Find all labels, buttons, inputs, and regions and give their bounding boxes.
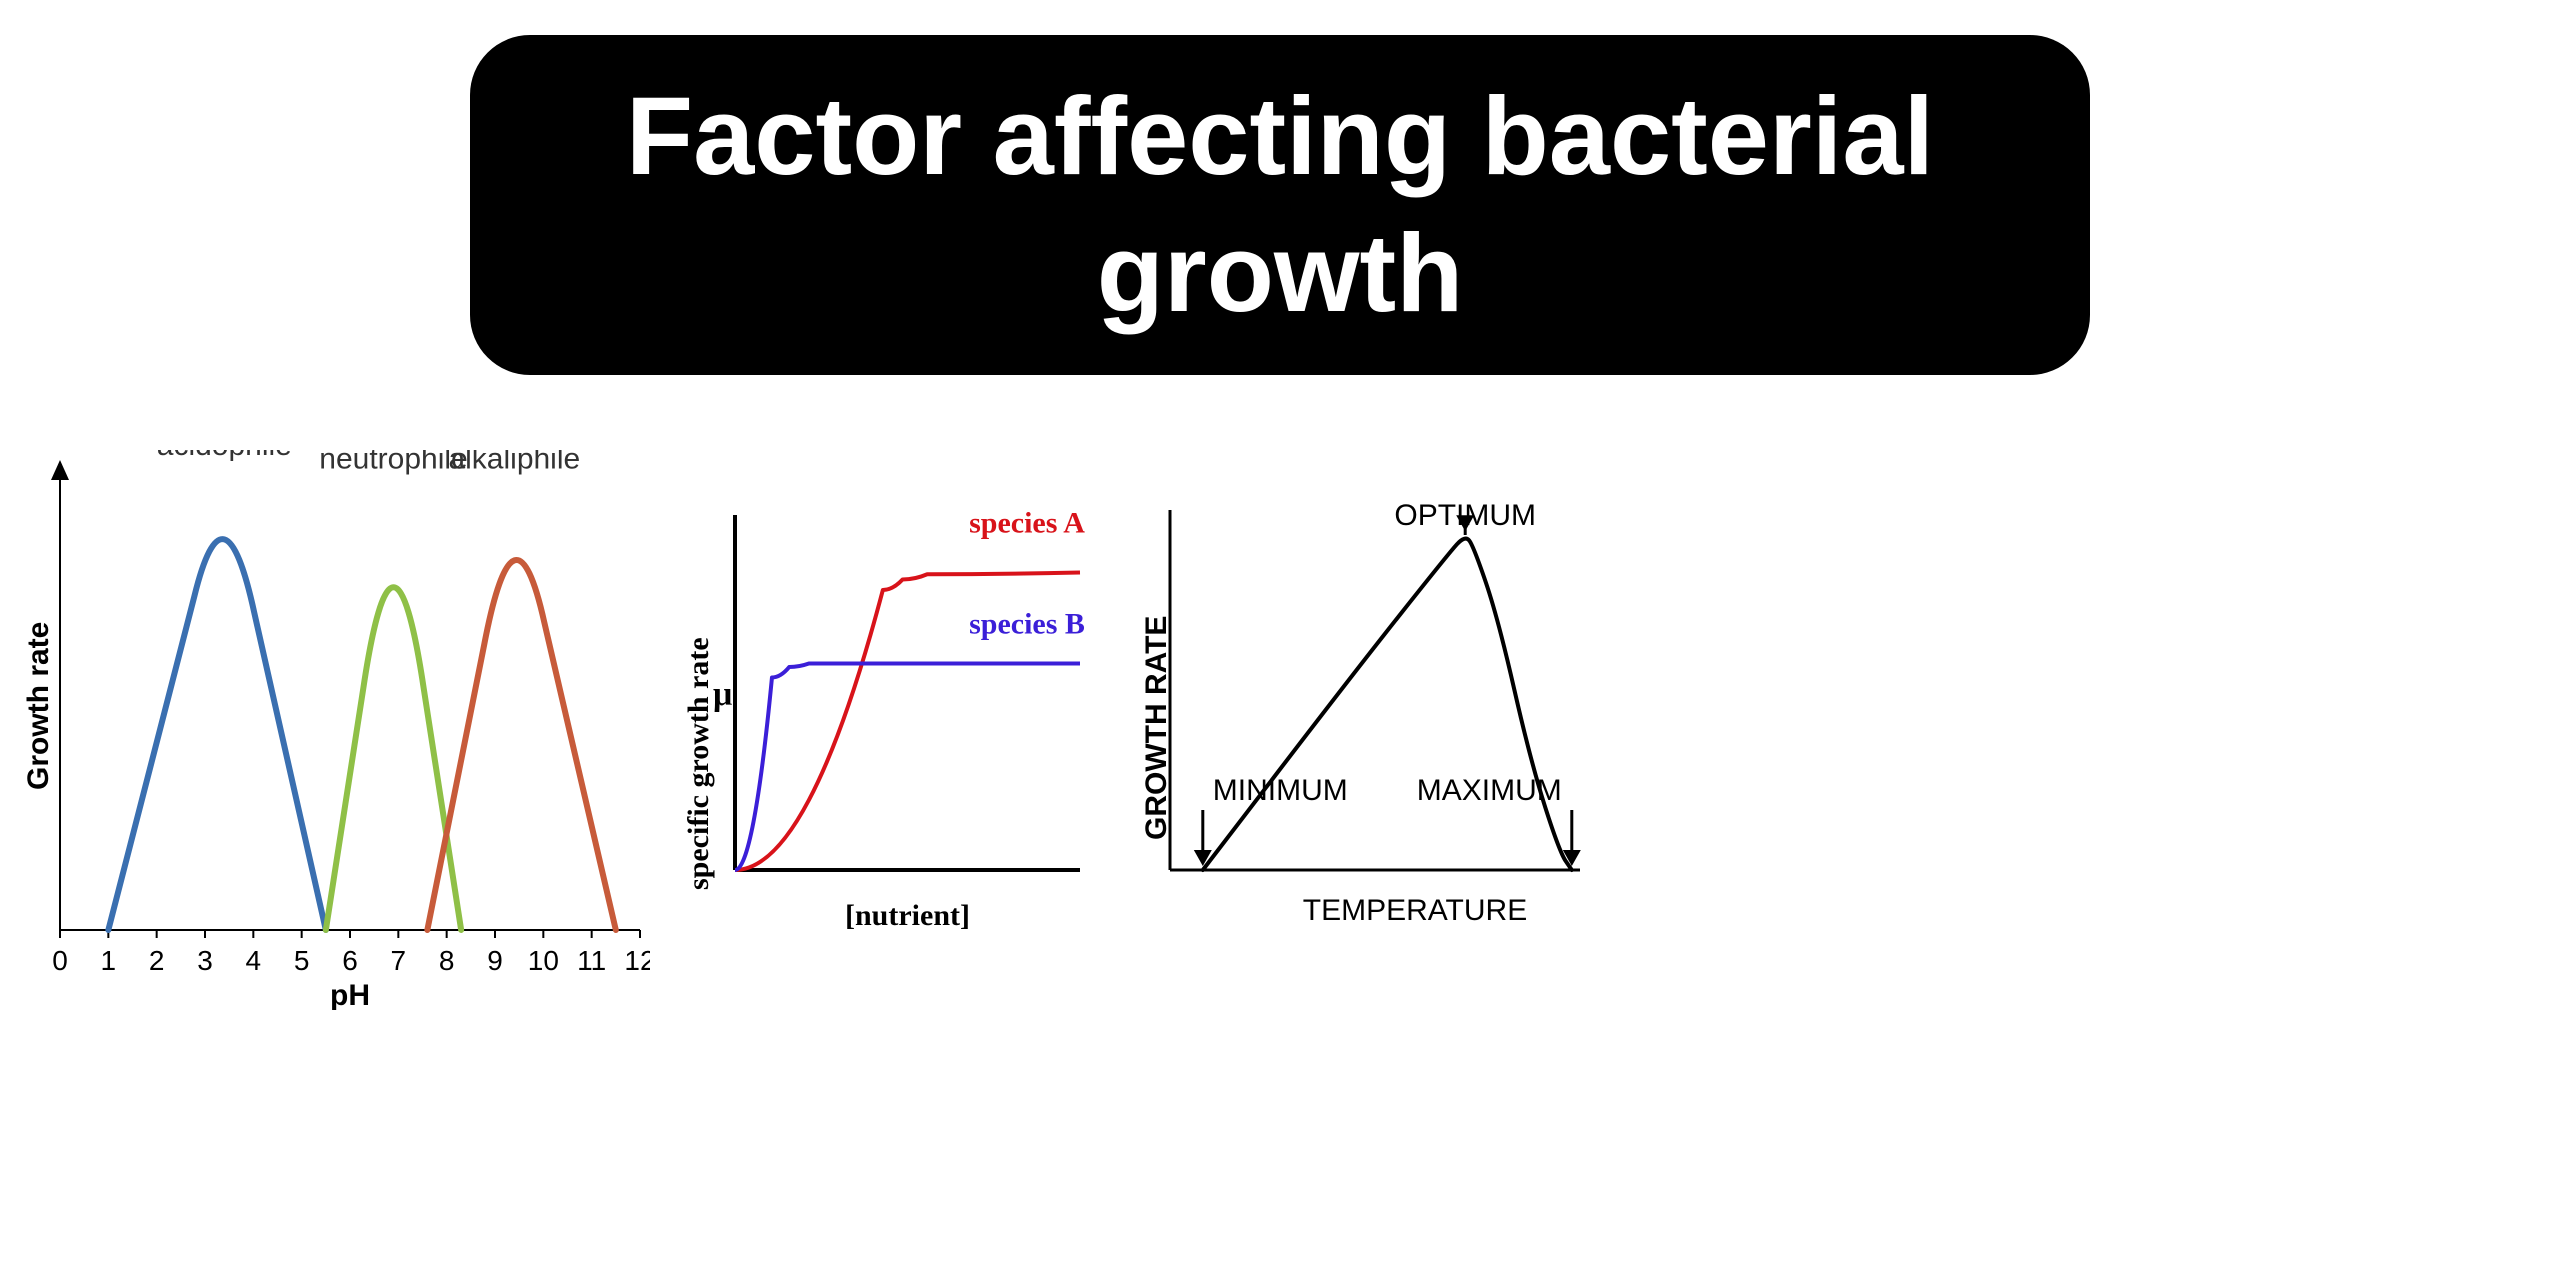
svg-text:MAXIMUM: MAXIMUM <box>1417 774 1562 807</box>
nutrient-chart-svg: μspecies Aspecies B[nutrient] <box>660 490 1090 940</box>
svg-text:8: 8 <box>439 945 455 976</box>
nutrient-ylabel: specific growth rate <box>682 637 716 890</box>
charts-row: Growth rate 0123456789101112pHacidophile… <box>0 430 2560 1280</box>
nutrient-chart: specific growth rate μspecies Aspecies B… <box>660 490 1090 940</box>
svg-text:pH: pH <box>330 979 370 1010</box>
svg-text:11: 11 <box>577 945 606 976</box>
svg-text:4: 4 <box>246 945 262 976</box>
svg-text:3: 3 <box>197 945 213 976</box>
ph-ylabel: Growth rate <box>22 622 56 790</box>
svg-text:species B: species B <box>969 608 1085 641</box>
ph-chart: Growth rate 0123456789101112pHacidophile… <box>0 450 650 1010</box>
title-banner: Factor affecting bacterial growth <box>470 35 2090 375</box>
svg-text:0: 0 <box>52 945 68 976</box>
temperature-chart-svg: TEMPERATUREMINIMUMOPTIMUMMAXIMUM <box>1110 490 1590 940</box>
svg-text:5: 5 <box>294 945 310 976</box>
temperature-chart: GROWTH RATE TEMPERATUREMINIMUMOPTIMUMMAX… <box>1110 490 1590 940</box>
svg-text:12: 12 <box>624 945 650 976</box>
svg-text:alkaliphile: alkaliphile <box>448 450 580 476</box>
svg-text:species A: species A <box>969 507 1085 540</box>
svg-text:acidophile: acidophile <box>157 450 292 462</box>
page-title: Factor affecting bacterial growth <box>530 68 2030 343</box>
svg-text:9: 9 <box>487 945 503 976</box>
svg-text:1: 1 <box>101 945 117 976</box>
temp-ylabel: GROWTH RATE <box>1140 616 1174 840</box>
svg-text:neutrophile: neutrophile <box>319 450 467 476</box>
ph-chart-svg: 0123456789101112pHacidophileneutrophilea… <box>0 450 650 1010</box>
svg-text:2: 2 <box>149 945 165 976</box>
svg-text:MINIMUM: MINIMUM <box>1213 774 1348 807</box>
svg-text:6: 6 <box>342 945 358 976</box>
svg-text:[nutrient]: [nutrient] <box>845 899 970 932</box>
svg-text:7: 7 <box>391 945 407 976</box>
svg-text:TEMPERATURE: TEMPERATURE <box>1303 894 1527 927</box>
svg-text:10: 10 <box>528 945 559 976</box>
